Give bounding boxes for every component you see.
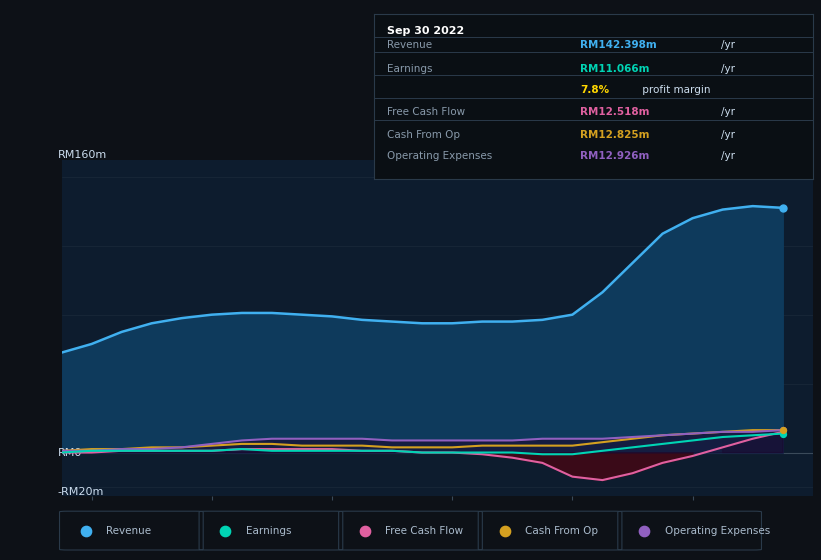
- Text: RM0: RM0: [57, 447, 82, 458]
- Point: [637, 526, 650, 535]
- Point: [218, 526, 232, 535]
- Text: Revenue: Revenue: [107, 526, 151, 535]
- Text: /yr: /yr: [721, 151, 735, 161]
- Text: Earnings: Earnings: [387, 64, 432, 73]
- Point: [776, 426, 789, 435]
- Text: Cash From Op: Cash From Op: [387, 130, 460, 139]
- Text: RM12.825m: RM12.825m: [580, 130, 649, 139]
- Point: [776, 203, 789, 212]
- Text: Sep 30 2022: Sep 30 2022: [387, 26, 464, 36]
- Text: RM160m: RM160m: [57, 150, 107, 160]
- Text: Revenue: Revenue: [387, 40, 432, 50]
- Text: Cash From Op: Cash From Op: [525, 526, 598, 535]
- Text: /yr: /yr: [721, 64, 735, 73]
- Text: /yr: /yr: [721, 108, 735, 118]
- Point: [498, 526, 511, 535]
- Text: /yr: /yr: [721, 40, 735, 50]
- Text: -RM20m: -RM20m: [57, 487, 104, 497]
- Text: Operating Expenses: Operating Expenses: [387, 151, 492, 161]
- Point: [79, 526, 93, 535]
- Text: Operating Expenses: Operating Expenses: [665, 526, 770, 535]
- Point: [776, 426, 789, 435]
- Text: Free Cash Flow: Free Cash Flow: [387, 108, 465, 118]
- Text: RM11.066m: RM11.066m: [580, 64, 649, 73]
- Text: profit margin: profit margin: [640, 85, 711, 95]
- Point: [776, 429, 789, 438]
- Text: Free Cash Flow: Free Cash Flow: [386, 526, 464, 535]
- Text: RM12.926m: RM12.926m: [580, 151, 649, 161]
- Text: Earnings: Earnings: [246, 526, 291, 535]
- Text: RM142.398m: RM142.398m: [580, 40, 657, 50]
- Text: RM12.518m: RM12.518m: [580, 108, 649, 118]
- Text: 7.8%: 7.8%: [580, 85, 609, 95]
- Point: [359, 526, 372, 535]
- Text: /yr: /yr: [721, 130, 735, 139]
